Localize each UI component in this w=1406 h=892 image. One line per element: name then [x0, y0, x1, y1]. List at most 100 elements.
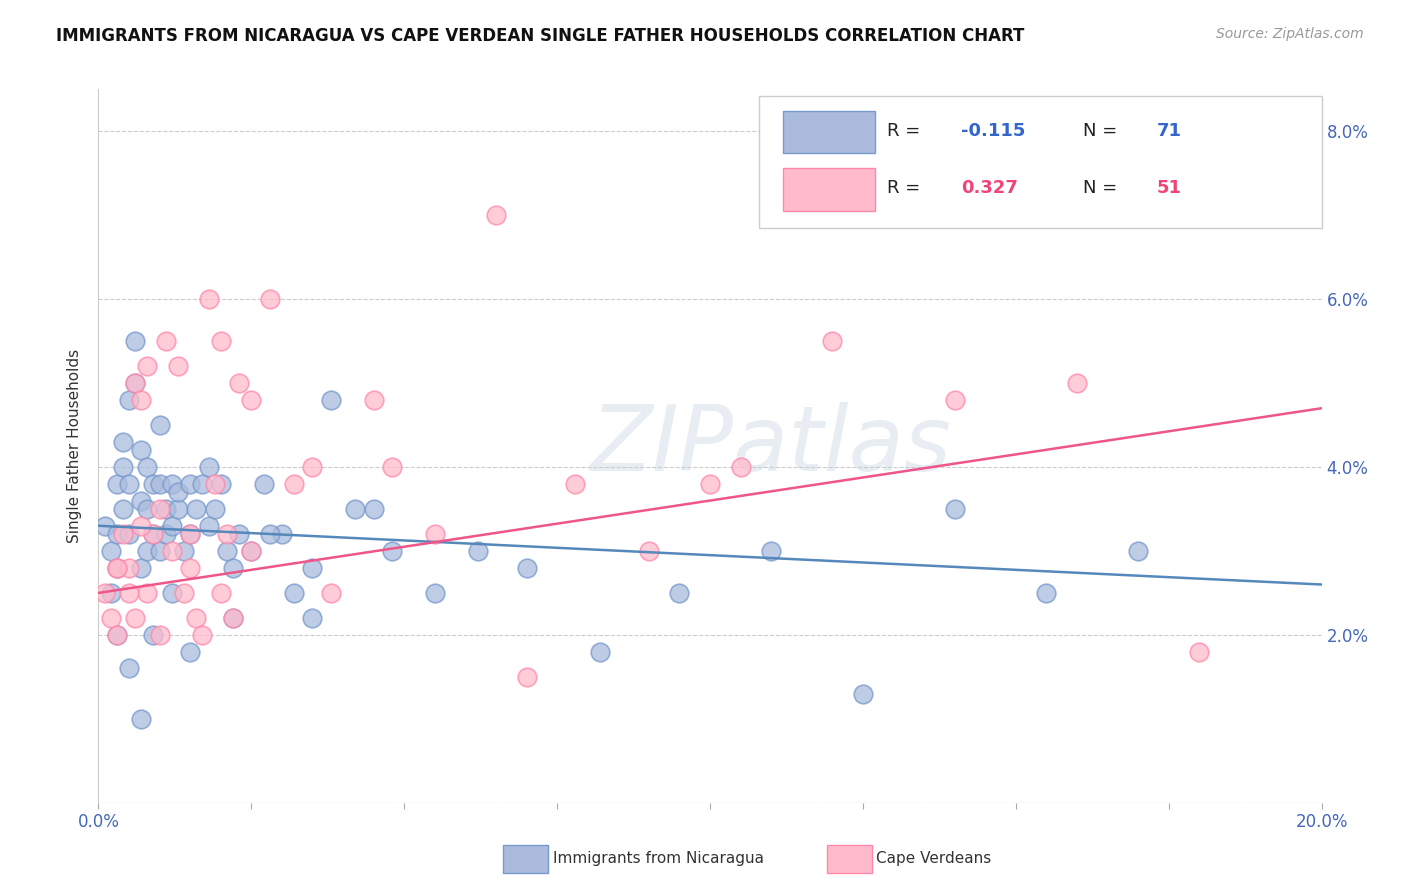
Point [179, 476, 201, 491]
Point [759, 544, 782, 558]
Point [155, 334, 177, 348]
Point [142, 628, 165, 642]
Point [142, 527, 165, 541]
Point [160, 586, 183, 600]
Point [93, 518, 115, 533]
Point [363, 392, 385, 407]
Point [423, 586, 446, 600]
Point [516, 670, 538, 684]
Point [149, 628, 172, 642]
Point [301, 460, 323, 475]
FancyBboxPatch shape [783, 111, 875, 153]
Point [204, 502, 226, 516]
Point [821, 334, 844, 348]
Text: IMMIGRANTS FROM NICARAGUA VS CAPE VERDEAN SINGLE FATHER HOUSEHOLDS CORRELATION C: IMMIGRANTS FROM NICARAGUA VS CAPE VERDEA… [56, 27, 1025, 45]
Point [105, 560, 128, 574]
Point [283, 586, 305, 600]
Point [105, 527, 128, 541]
Point [179, 527, 201, 541]
Text: 51: 51 [1157, 178, 1181, 196]
Point [105, 476, 128, 491]
Point [124, 376, 146, 390]
Point [105, 628, 128, 642]
Point [228, 376, 250, 390]
Point [637, 544, 661, 558]
Text: R =: R = [887, 178, 927, 196]
Text: -0.115: -0.115 [960, 121, 1025, 139]
Point [259, 527, 281, 541]
Point [191, 476, 214, 491]
Point [943, 392, 966, 407]
Point [222, 611, 245, 625]
Point [129, 392, 152, 407]
Point [179, 560, 201, 574]
Point [129, 518, 152, 533]
Point [485, 208, 508, 222]
Point [124, 611, 146, 625]
Point [283, 476, 305, 491]
Point [124, 376, 146, 390]
Point [118, 560, 141, 574]
Point [111, 434, 134, 449]
Point [167, 502, 190, 516]
Point [204, 476, 226, 491]
Point [209, 476, 232, 491]
Point [186, 611, 208, 625]
Point [240, 544, 263, 558]
Point [118, 661, 141, 675]
Point [319, 392, 342, 407]
Point [149, 502, 172, 516]
Point [142, 527, 165, 541]
Point [105, 560, 128, 574]
Point [240, 544, 263, 558]
Point [516, 560, 538, 574]
Text: ZIPatlas: ZIPatlas [591, 402, 952, 490]
Point [118, 392, 141, 407]
Point [111, 527, 134, 541]
Point [222, 560, 245, 574]
Point [118, 527, 141, 541]
Point [197, 460, 219, 475]
Point [173, 544, 195, 558]
Point [215, 544, 238, 558]
Point [129, 493, 152, 508]
Point [105, 628, 128, 642]
Point [160, 544, 183, 558]
Point [270, 527, 292, 541]
Point [179, 527, 201, 541]
Point [222, 611, 245, 625]
Point [699, 476, 721, 491]
Point [344, 502, 367, 516]
Point [155, 527, 177, 541]
Point [215, 527, 238, 541]
Point [100, 544, 122, 558]
Point [943, 502, 966, 516]
Point [136, 460, 159, 475]
Point [111, 460, 134, 475]
Point [259, 292, 281, 306]
Point [136, 359, 159, 374]
Point [124, 334, 146, 348]
Point [160, 476, 183, 491]
Point [423, 527, 446, 541]
Point [363, 502, 385, 516]
Point [191, 628, 214, 642]
Point [129, 712, 152, 726]
Point [100, 586, 122, 600]
Point [149, 417, 172, 432]
Point [93, 586, 115, 600]
Point [564, 476, 586, 491]
Text: Immigrants from Nicaragua: Immigrants from Nicaragua [553, 852, 763, 866]
Point [129, 560, 152, 574]
Text: Source: ZipAtlas.com: Source: ZipAtlas.com [1216, 27, 1364, 41]
Point [197, 518, 219, 533]
Point [129, 443, 152, 458]
Point [668, 586, 690, 600]
Point [319, 586, 342, 600]
Point [100, 611, 122, 625]
Point [1035, 586, 1057, 600]
Text: 71: 71 [1157, 121, 1181, 139]
Point [142, 476, 165, 491]
Point [381, 544, 404, 558]
Point [155, 502, 177, 516]
